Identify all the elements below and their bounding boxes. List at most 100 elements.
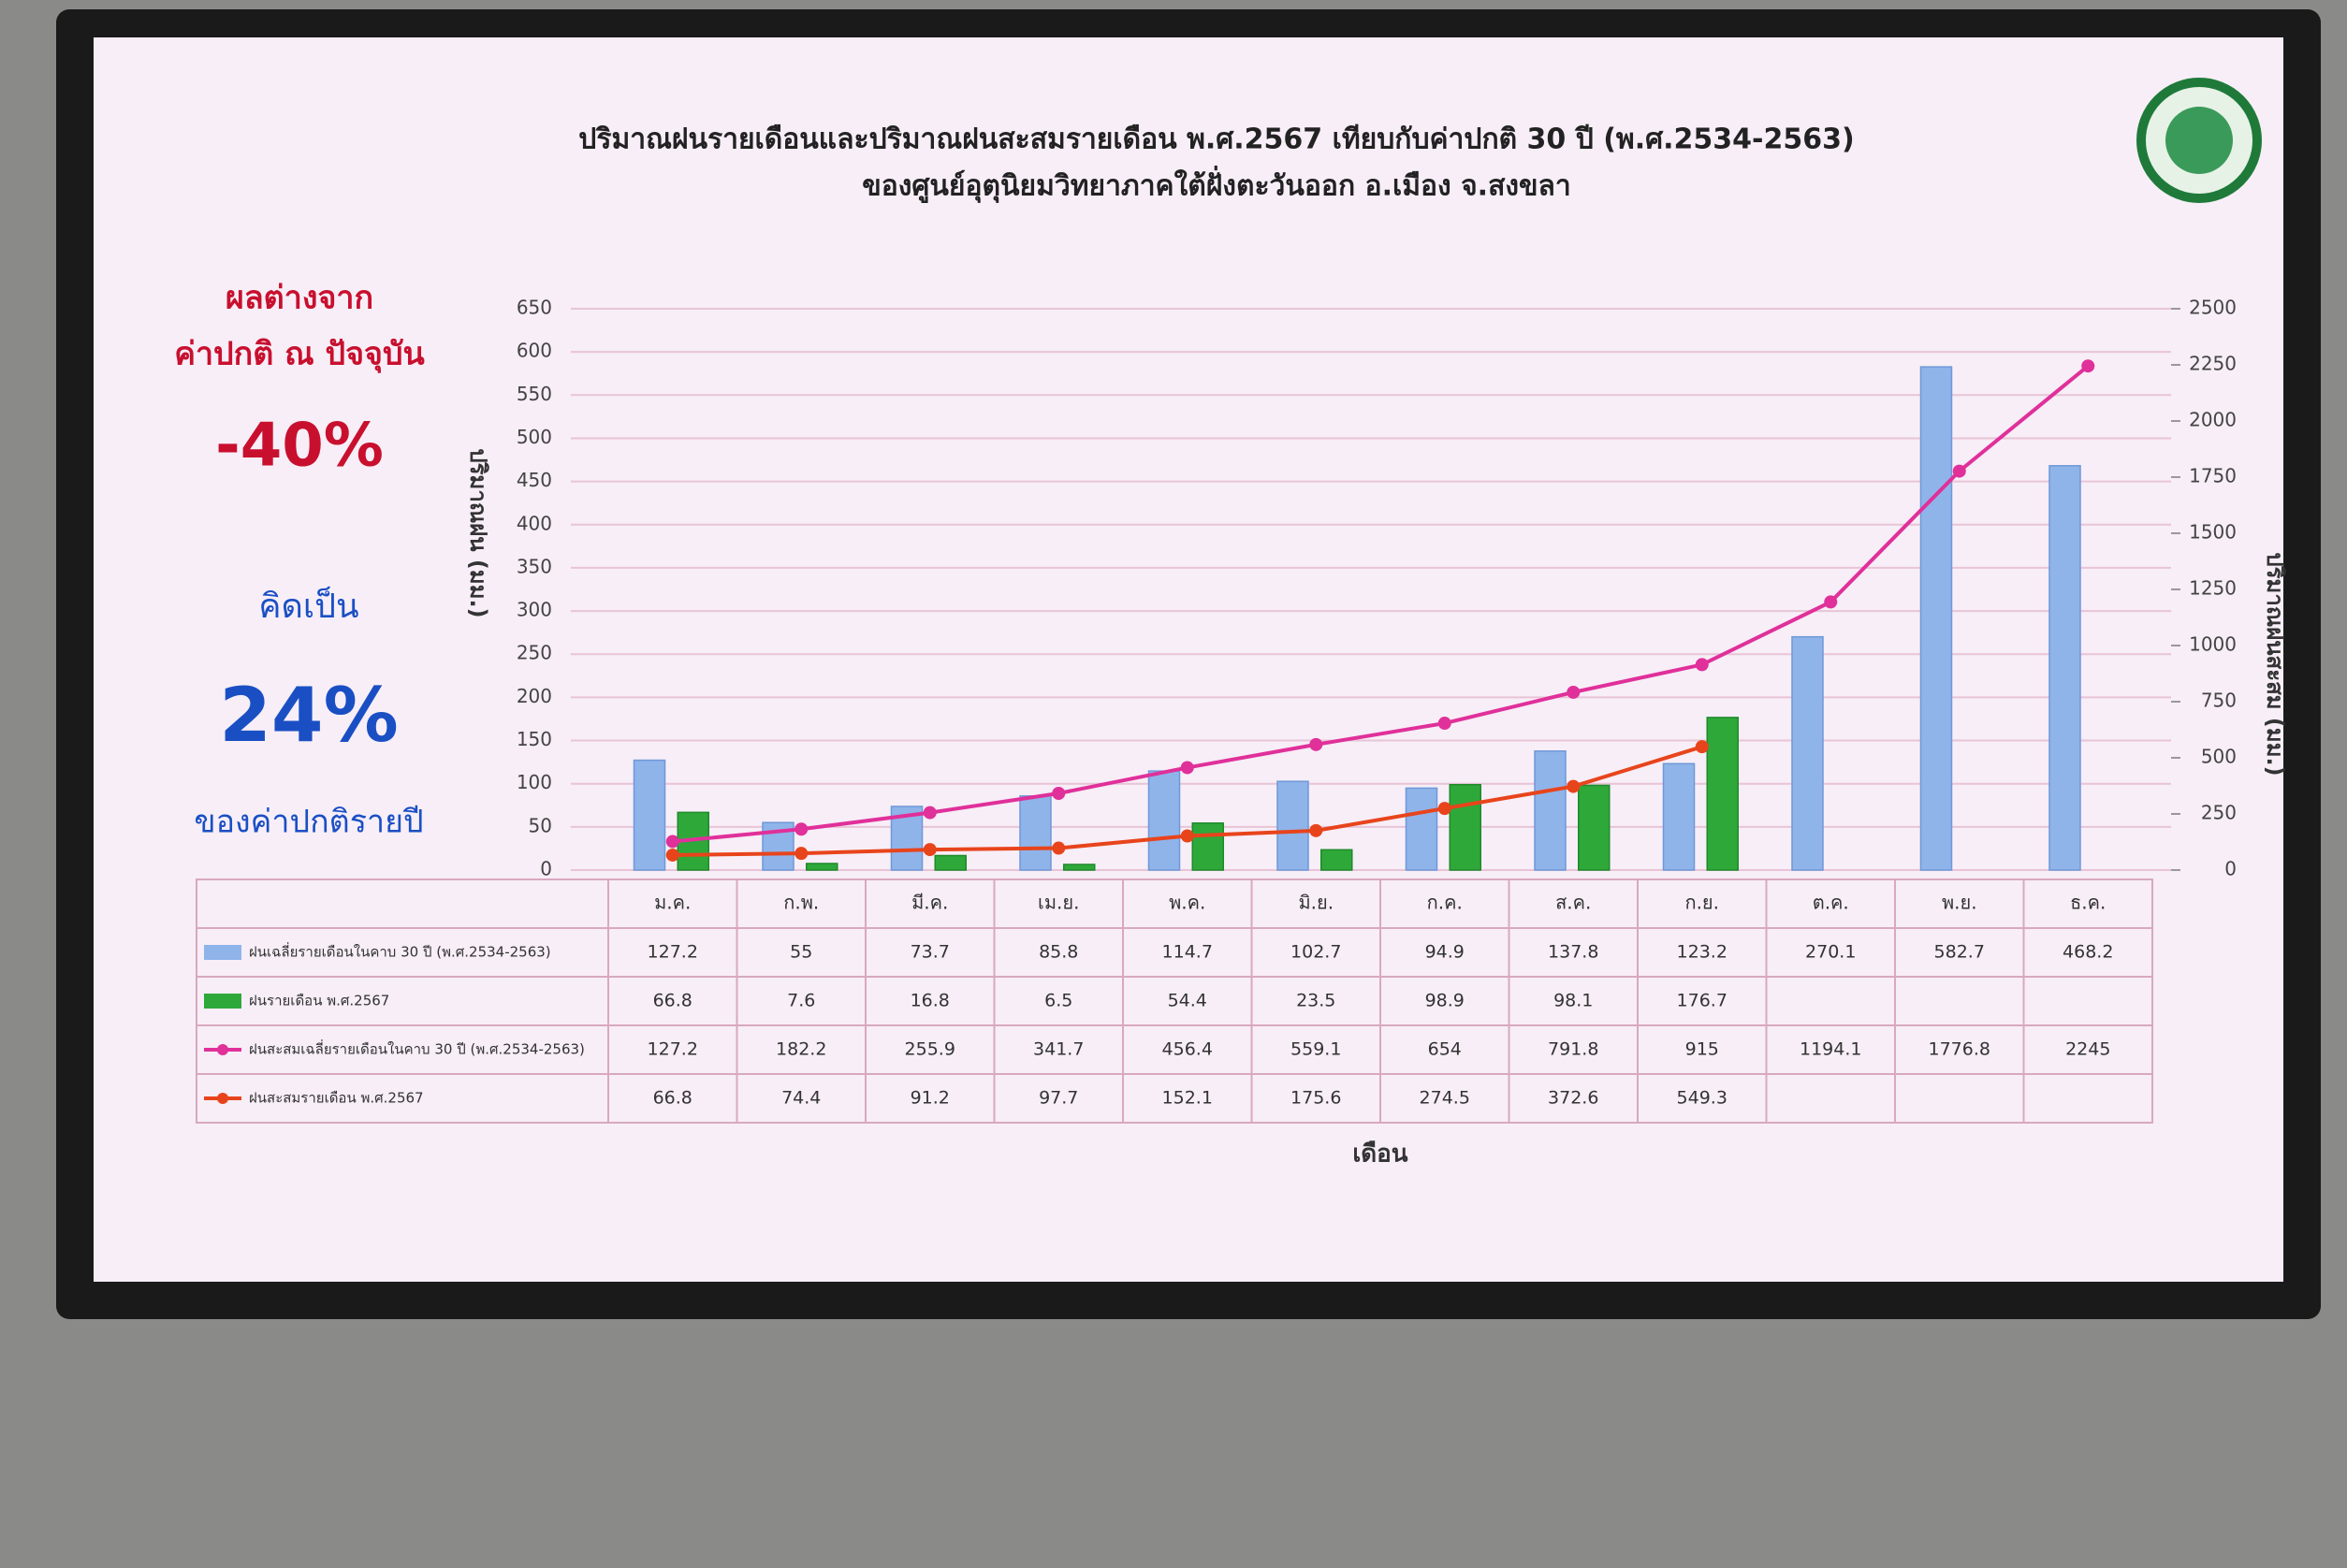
bar xyxy=(1919,366,1953,871)
y2-tick-label: 2250 xyxy=(2189,353,2237,375)
bar xyxy=(934,854,967,871)
marker xyxy=(1309,737,1323,751)
legend-swatch xyxy=(217,1044,228,1055)
marker xyxy=(1824,595,1838,609)
table-value: 137.8 xyxy=(1548,942,1598,963)
table-value: 23.5 xyxy=(1296,991,1335,1011)
table-value: 98.1 xyxy=(1553,991,1593,1011)
table-value: 123.2 xyxy=(1677,942,1727,963)
x-tick-label: เม.ย. xyxy=(1038,892,1079,914)
bar xyxy=(1791,635,1824,871)
y2-axis-title: ปริมาณฝนสะสม (มม.) xyxy=(2262,552,2288,776)
legend-label: ฝนสะสมเฉลี่ยรายเดือนในคาบ 30 ปี (พ.ศ.253… xyxy=(249,1039,585,1058)
table-value: 175.6 xyxy=(1290,1088,1341,1109)
x-tick-label: มิ.ย. xyxy=(1298,892,1334,914)
y-tick-label: 150 xyxy=(517,728,552,750)
y-tick-label: 500 xyxy=(517,426,552,448)
bar xyxy=(1019,795,1052,871)
table-value: 85.8 xyxy=(1039,942,1078,963)
table-value: 97.7 xyxy=(1039,1088,1078,1109)
table-value: 7.6 xyxy=(787,991,815,1011)
marker xyxy=(923,806,937,820)
marker xyxy=(1437,717,1451,731)
legend-label: ฝนรายเดือน พ.ศ.2567 xyxy=(249,993,389,1009)
marker xyxy=(1567,685,1581,699)
bar xyxy=(1276,780,1309,871)
bar xyxy=(1662,762,1696,871)
y2-tick-label: 1500 xyxy=(2189,521,2237,544)
table-value: 127.2 xyxy=(648,1039,698,1060)
y-tick-label: 250 xyxy=(517,642,552,664)
table-value: 1776.8 xyxy=(1929,1039,1990,1060)
chart-title: ปริมาณฝนรายเดือนและปริมาณฝนสะสมรายเดือน … xyxy=(578,123,1854,156)
marker xyxy=(665,835,679,849)
y-tick-label: 550 xyxy=(517,383,552,405)
table-value: 582.7 xyxy=(1934,942,1985,963)
y-tick-label: 100 xyxy=(517,771,552,793)
marker xyxy=(1695,658,1709,672)
bar xyxy=(1449,783,1481,871)
table-value: 176.7 xyxy=(1677,991,1727,1011)
marker xyxy=(1180,829,1194,843)
table-value: 549.3 xyxy=(1677,1088,1727,1109)
bar xyxy=(1405,787,1438,871)
bar xyxy=(1578,784,1611,871)
y2-tick-label: 500 xyxy=(2201,746,2237,768)
marker xyxy=(1567,779,1581,793)
table-value: 255.9 xyxy=(905,1039,955,1060)
x-tick-label: พ.ค. xyxy=(1169,892,1205,914)
x-tick-label: พ.ย. xyxy=(1942,892,1977,914)
x-tick-label: ก.พ. xyxy=(783,892,819,914)
marker xyxy=(794,822,809,836)
bar xyxy=(1706,717,1739,871)
legend-label: ฝนสะสมรายเดือน พ.ศ.2567 xyxy=(249,1090,424,1107)
bar xyxy=(633,759,666,871)
table-value: 468.2 xyxy=(2063,942,2113,963)
bar xyxy=(1191,822,1224,871)
y2-tick-label: 250 xyxy=(2201,802,2237,824)
table-value: 66.8 xyxy=(653,991,692,1011)
marker xyxy=(2081,359,2095,373)
y2-tick-label: 0 xyxy=(2224,858,2237,880)
x-tick-label: มี.ค. xyxy=(911,892,948,914)
side-value: -40% xyxy=(215,412,384,481)
marker xyxy=(1437,802,1451,816)
legend-swatch xyxy=(204,945,241,960)
y-tick-label: 600 xyxy=(517,340,552,362)
marker xyxy=(1309,823,1323,837)
table-value: 182.2 xyxy=(776,1039,826,1060)
table-value: 152.1 xyxy=(1162,1088,1213,1109)
side-label: ค่าปกติ ณ ปัจจุบัน xyxy=(174,336,425,374)
legend-label: ฝนเฉลี่ยรายเดือนในคาบ 30 ปี (พ.ศ.2534-25… xyxy=(249,942,551,961)
marker xyxy=(665,848,679,862)
x-axis-title: เดือน xyxy=(1352,1140,1407,1169)
bar xyxy=(1534,750,1567,871)
side-value: 24% xyxy=(219,672,398,759)
table-value: 66.8 xyxy=(653,1088,692,1109)
table-value: 2245 xyxy=(2065,1039,2110,1060)
y-tick-label: 400 xyxy=(517,512,552,534)
table-value: 915 xyxy=(1685,1039,1719,1060)
table-value: 114.7 xyxy=(1162,942,1213,963)
x-tick-label: ก.ค. xyxy=(1427,892,1463,914)
table-value: 559.1 xyxy=(1290,1039,1341,1060)
table-value: 274.5 xyxy=(1420,1088,1470,1109)
y-tick-label: 350 xyxy=(517,555,552,577)
y2-tick-label: 1000 xyxy=(2189,633,2237,656)
y-axis-title: ปริมาณฝน (มม.) xyxy=(465,448,491,617)
y-tick-label: 0 xyxy=(540,858,552,880)
y-tick-label: 50 xyxy=(529,814,552,836)
table-value: 127.2 xyxy=(648,942,698,963)
legend-swatch xyxy=(217,1093,228,1104)
table-value: 54.4 xyxy=(1168,991,1207,1011)
bar xyxy=(806,863,838,871)
table-value: 456.4 xyxy=(1162,1039,1213,1060)
table-value: 654 xyxy=(1428,1039,1462,1060)
y-tick-label: 650 xyxy=(517,297,552,319)
marker xyxy=(794,847,809,861)
table-value: 55 xyxy=(790,942,812,963)
x-tick-label: ต.ค. xyxy=(1813,892,1849,914)
table-value: 791.8 xyxy=(1548,1039,1598,1060)
